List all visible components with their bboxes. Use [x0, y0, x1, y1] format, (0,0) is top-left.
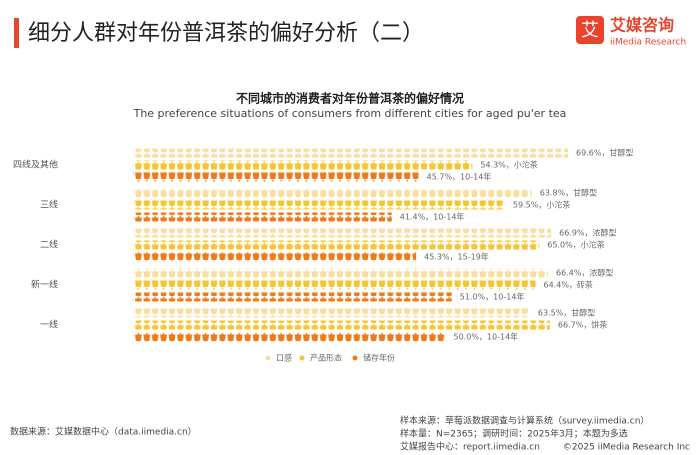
value-label: 64.4%，砖茶: [544, 280, 593, 290]
pictograph-bar: [133, 308, 530, 318]
value-label: 45.3%，15-19年: [424, 252, 489, 262]
pictograph-bar: [133, 292, 452, 302]
pictograph-bar: [133, 320, 550, 330]
pictograph-bar: [133, 228, 552, 238]
pictograph-bar: [133, 160, 473, 170]
legend-label: 口感: [276, 353, 292, 363]
legend-label: 产品形态: [310, 353, 342, 363]
source: 数据来源：艾媒数据中心（data.iimedia.cn）: [10, 426, 197, 438]
title-accent: [14, 18, 19, 48]
value-label: 45.7%，10-14年: [427, 172, 492, 182]
legend-marker: [265, 355, 271, 361]
chart-title: 不同城市的消费者对年份普洱茶的偏好情况: [236, 91, 464, 106]
page-title: 细分人群对年份普洱茶的偏好分析（二）: [28, 21, 424, 46]
pictograph-bar: [133, 172, 419, 182]
pictograph-bar: [133, 212, 392, 222]
value-label: 51.0%，10-14年: [460, 292, 525, 302]
value-label: 59.5%，小沱茶: [513, 200, 570, 210]
chart-subtitle: The preference situations of consumers f…: [133, 107, 567, 120]
value-label: 66.7%，饼茶: [558, 320, 607, 330]
pictograph-bar: [133, 332, 446, 342]
pictograph-bar: [133, 240, 540, 250]
value-label: 65.0%，小沱茶: [547, 240, 604, 250]
pictograph-bar: [133, 148, 568, 158]
value-label: 50.0%，10-14年: [454, 332, 519, 342]
sample-source: 样本来源：草莓派数据调查与计算系统（survey.iimedia.cn）: [400, 415, 649, 427]
pictograph-bar: [133, 252, 417, 262]
logo: 艾媒咨询: [610, 16, 674, 35]
value-label: 41.4%，10-14年: [400, 212, 465, 222]
report: 艾媒报告中心：report.iimedia.cn: [400, 441, 540, 453]
category-label: 二线: [40, 239, 58, 251]
value-label: 66.9%，浓醇型: [559, 228, 616, 238]
value-label: 54.3%，小沱茶: [480, 160, 537, 170]
logo-en: iiMedia Research: [610, 38, 686, 48]
value-label: 63.8%，甘醇型: [540, 188, 597, 198]
pictograph-bar: [133, 188, 532, 198]
logo-icon-text: 艾: [581, 20, 599, 41]
copyright: ©2025 iiMedia Research Inc: [563, 443, 690, 453]
value-label: 63.5%，甘醇型: [538, 308, 595, 318]
legend-marker: [352, 355, 358, 361]
category-label: 一线: [40, 319, 58, 331]
pictograph-bar: [133, 268, 548, 278]
value-label: 69.6%，甘醇型: [576, 148, 633, 158]
sample: 样本量：N=2365；调研时间：2025年3月；本题为多选: [400, 428, 628, 440]
pictograph-bar: [133, 200, 505, 210]
pictograph-bar: [133, 280, 536, 290]
legend-label: 储存年份: [363, 353, 395, 363]
logo-icon: [576, 16, 604, 44]
category-label: 三线: [40, 199, 58, 211]
legend-marker: [299, 355, 305, 361]
category-label: 新一线: [31, 279, 58, 291]
category-label: 四线及其他: [13, 159, 58, 171]
value-label: 66.4%，浓醇型: [556, 268, 613, 278]
